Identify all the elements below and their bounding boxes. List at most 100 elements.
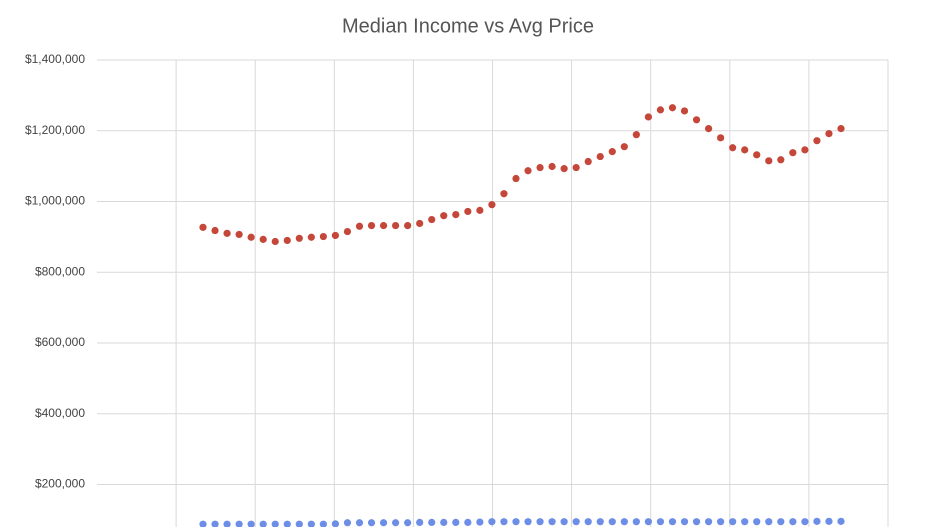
- point: [729, 518, 737, 526]
- point: [644, 518, 652, 526]
- point: [319, 232, 327, 241]
- point: [668, 518, 677, 526]
- point: [488, 518, 496, 526]
- point: [608, 148, 616, 156]
- point: [512, 174, 520, 183]
- point: [428, 215, 436, 224]
- point: [416, 518, 424, 527]
- point: [524, 167, 532, 175]
- point: [741, 146, 749, 154]
- point: [476, 518, 484, 526]
- point: [331, 520, 340, 527]
- point: [488, 201, 496, 209]
- point: [476, 206, 484, 214]
- point: [596, 152, 604, 161]
- point: [753, 518, 761, 526]
- point: [765, 157, 773, 165]
- point: [500, 190, 508, 198]
- y-tick-label: $200,000: [35, 477, 85, 491]
- chart-title: Median Income vs Avg Price: [342, 15, 594, 37]
- point: [680, 518, 689, 526]
- point: [620, 518, 628, 526]
- point: [512, 518, 520, 526]
- point: [825, 129, 833, 138]
- y-tick-label: $400,000: [35, 406, 85, 420]
- point: [548, 162, 556, 171]
- point: [789, 518, 797, 526]
- y-tick-label: $600,000: [35, 335, 85, 349]
- point: [235, 520, 243, 527]
- point: [271, 520, 279, 527]
- point: [452, 211, 460, 219]
- point: [813, 137, 821, 145]
- point: [307, 233, 315, 241]
- point: [560, 518, 568, 526]
- point: [440, 212, 448, 220]
- point: [656, 106, 665, 114]
- point: [416, 219, 424, 228]
- point: [199, 520, 207, 527]
- point: [367, 221, 376, 230]
- point: [548, 518, 556, 526]
- point: [392, 519, 400, 527]
- point: [584, 157, 592, 166]
- y-tick-label: $1,000,000: [25, 194, 85, 208]
- y-tick-label: $1,400,000: [25, 52, 85, 66]
- point: [560, 165, 568, 173]
- point: [704, 125, 713, 133]
- point: [777, 156, 785, 164]
- point: [500, 518, 508, 526]
- point: [271, 237, 279, 246]
- point: [211, 226, 219, 235]
- point: [692, 518, 701, 526]
- point: [367, 519, 376, 527]
- point: [536, 163, 544, 172]
- point: [259, 235, 267, 243]
- point: [464, 518, 472, 527]
- point: [283, 236, 291, 245]
- point: [584, 518, 592, 526]
- point: [235, 230, 243, 239]
- point: [644, 113, 652, 121]
- point: [668, 104, 677, 112]
- point: [379, 519, 388, 527]
- point: [464, 207, 472, 216]
- point: [608, 518, 616, 526]
- point: [223, 229, 231, 237]
- point: [355, 222, 364, 230]
- point: [199, 223, 207, 231]
- point: [319, 520, 327, 527]
- point: [247, 233, 255, 241]
- point: [704, 518, 713, 526]
- point: [813, 517, 821, 525]
- point: [331, 231, 340, 240]
- point: [801, 518, 809, 526]
- point: [283, 520, 291, 527]
- point: [307, 520, 315, 527]
- y-tick-label: $800,000: [35, 264, 85, 278]
- point: [392, 221, 400, 230]
- point: [355, 519, 364, 527]
- point: [428, 518, 436, 527]
- point: [680, 107, 689, 115]
- point: [404, 519, 412, 527]
- point: [343, 519, 352, 527]
- point: [295, 234, 303, 242]
- point: [741, 518, 749, 526]
- vertical-grid: [175, 60, 889, 527]
- point: [404, 221, 412, 230]
- point: [837, 517, 845, 525]
- point: [620, 143, 628, 151]
- point: [379, 221, 388, 230]
- point: [717, 518, 725, 526]
- point: [789, 149, 797, 157]
- point: [692, 116, 701, 124]
- point: [632, 518, 640, 526]
- point: [729, 144, 737, 152]
- point: [632, 131, 640, 139]
- point: [343, 227, 352, 236]
- point: [452, 518, 460, 527]
- point: [596, 518, 604, 526]
- point: [211, 520, 219, 527]
